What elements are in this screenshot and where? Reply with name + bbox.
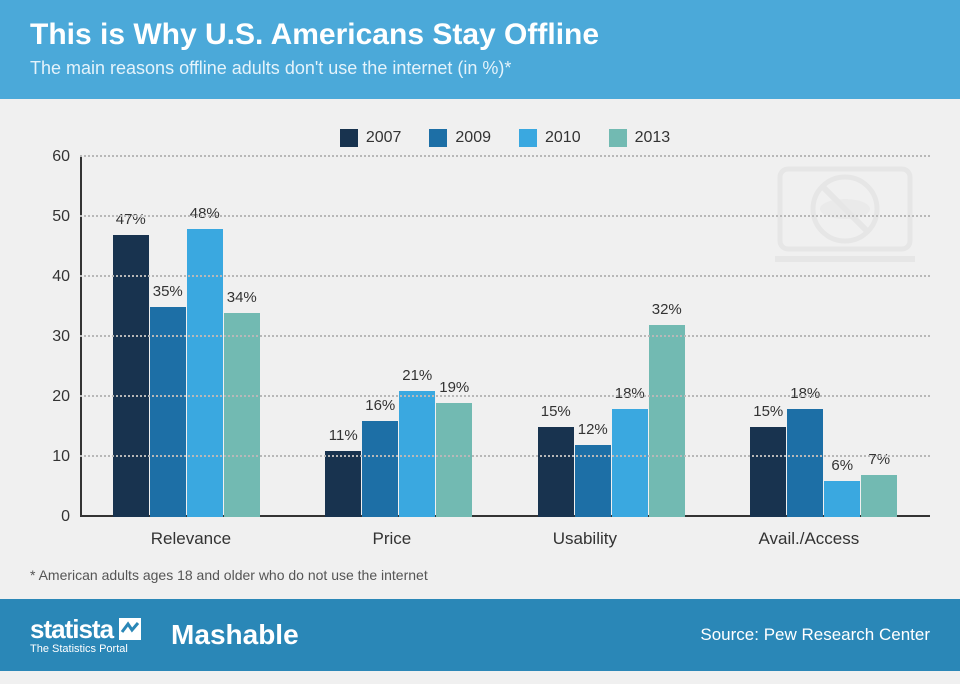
bar: 21%: [399, 391, 435, 517]
bar: 19%: [436, 403, 472, 517]
bar-group: 11%16%21%19%: [325, 391, 472, 517]
chart-area: 2007200920102013 47%35%48%34%11%16%21%19…: [0, 99, 960, 599]
y-tick-label: 20: [40, 388, 70, 406]
bar-value-label: 18%: [790, 385, 820, 402]
legend-label: 2007: [366, 129, 402, 147]
bar: 47%: [113, 235, 149, 517]
bar-value-label: 7%: [868, 451, 890, 468]
bar: 6%: [824, 481, 860, 517]
statista-logo-block: statista The Statistics Portal: [30, 616, 141, 655]
x-axis-labels: Relevance Price Usability Avail./Access: [80, 529, 930, 549]
bar: 32%: [649, 325, 685, 517]
bar: 11%: [325, 451, 361, 517]
bar-value-label: 19%: [439, 379, 469, 396]
y-tick-label: 40: [40, 268, 70, 286]
legend-item: 2009: [429, 129, 491, 147]
statista-tagline: The Statistics Portal: [30, 644, 141, 655]
bar: 18%: [787, 409, 823, 517]
bar-value-label: 11%: [329, 427, 358, 444]
legend-item: 2007: [340, 129, 402, 147]
y-tick-label: 60: [40, 148, 70, 166]
y-tick-label: 50: [40, 208, 70, 226]
legend: 2007 2009 2010 2013: [80, 129, 930, 147]
plot: 47%35%48%34%11%16%21%19%15%12%18%32%15%1…: [80, 157, 930, 517]
bar-group: 15%18%6%7%: [750, 409, 897, 517]
bar-value-label: 21%: [402, 367, 432, 384]
gridline: [80, 275, 930, 277]
chart-footnote: * American adults ages 18 and older who …: [30, 567, 930, 583]
statista-logo-text: statista: [30, 616, 113, 642]
legend-swatch: [609, 129, 627, 147]
statista-mark-icon: [119, 618, 141, 640]
chart-title: This is Why U.S. Americans Stay Offline: [30, 18, 930, 52]
legend-label: 2009: [455, 129, 491, 147]
bar: 34%: [224, 313, 260, 517]
y-tick-label: 0: [40, 508, 70, 526]
source-text: Source: Pew Research Center: [700, 625, 930, 645]
y-tick-label: 30: [40, 328, 70, 346]
footer: statista The Statistics Portal Mashable …: [0, 599, 960, 671]
gridline: [80, 215, 930, 217]
bar-value-label: 6%: [831, 457, 853, 474]
bar-value-label: 35%: [153, 283, 183, 300]
bar-value-label: 34%: [227, 289, 257, 306]
bar: 35%: [150, 307, 186, 517]
y-tick-label: 10: [40, 448, 70, 466]
bar: 48%: [187, 229, 223, 517]
bar-value-label: 12%: [578, 421, 608, 438]
bar-group: 47%35%48%34%: [113, 229, 260, 517]
legend-label: 2013: [635, 129, 671, 147]
header: This is Why U.S. Americans Stay Offline …: [0, 0, 960, 99]
bars-container: 47%35%48%34%11%16%21%19%15%12%18%32%15%1…: [80, 157, 930, 517]
gridline: [80, 155, 930, 157]
bar-value-label: 18%: [615, 385, 645, 402]
bar-value-label: 32%: [652, 301, 682, 318]
x-tick-label: Usability: [553, 529, 617, 549]
legend-swatch: [429, 129, 447, 147]
x-tick-label: Relevance: [151, 529, 231, 549]
bar-value-label: 48%: [190, 205, 220, 222]
bar: 7%: [861, 475, 897, 517]
gridline: [80, 335, 930, 337]
x-tick-label: Avail./Access: [758, 529, 859, 549]
gridline: [80, 455, 930, 457]
bar-group: 15%12%18%32%: [538, 325, 685, 517]
bar-value-label: 15%: [753, 403, 783, 420]
x-tick-label: Price: [373, 529, 412, 549]
bar: 18%: [612, 409, 648, 517]
legend-item: 2013: [609, 129, 671, 147]
bar: 16%: [362, 421, 398, 517]
chart-subtitle: The main reasons offline adults don't us…: [30, 58, 930, 79]
legend-swatch: [519, 129, 537, 147]
bar: 15%: [538, 427, 574, 517]
legend-swatch: [340, 129, 358, 147]
bar-value-label: 15%: [541, 403, 571, 420]
bar-value-label: 47%: [116, 211, 146, 228]
legend-label: 2010: [545, 129, 581, 147]
bar: 15%: [750, 427, 786, 517]
gridline: [80, 395, 930, 397]
legend-item: 2010: [519, 129, 581, 147]
bar-value-label: 16%: [365, 397, 395, 414]
mashable-logo: Mashable: [171, 619, 299, 651]
